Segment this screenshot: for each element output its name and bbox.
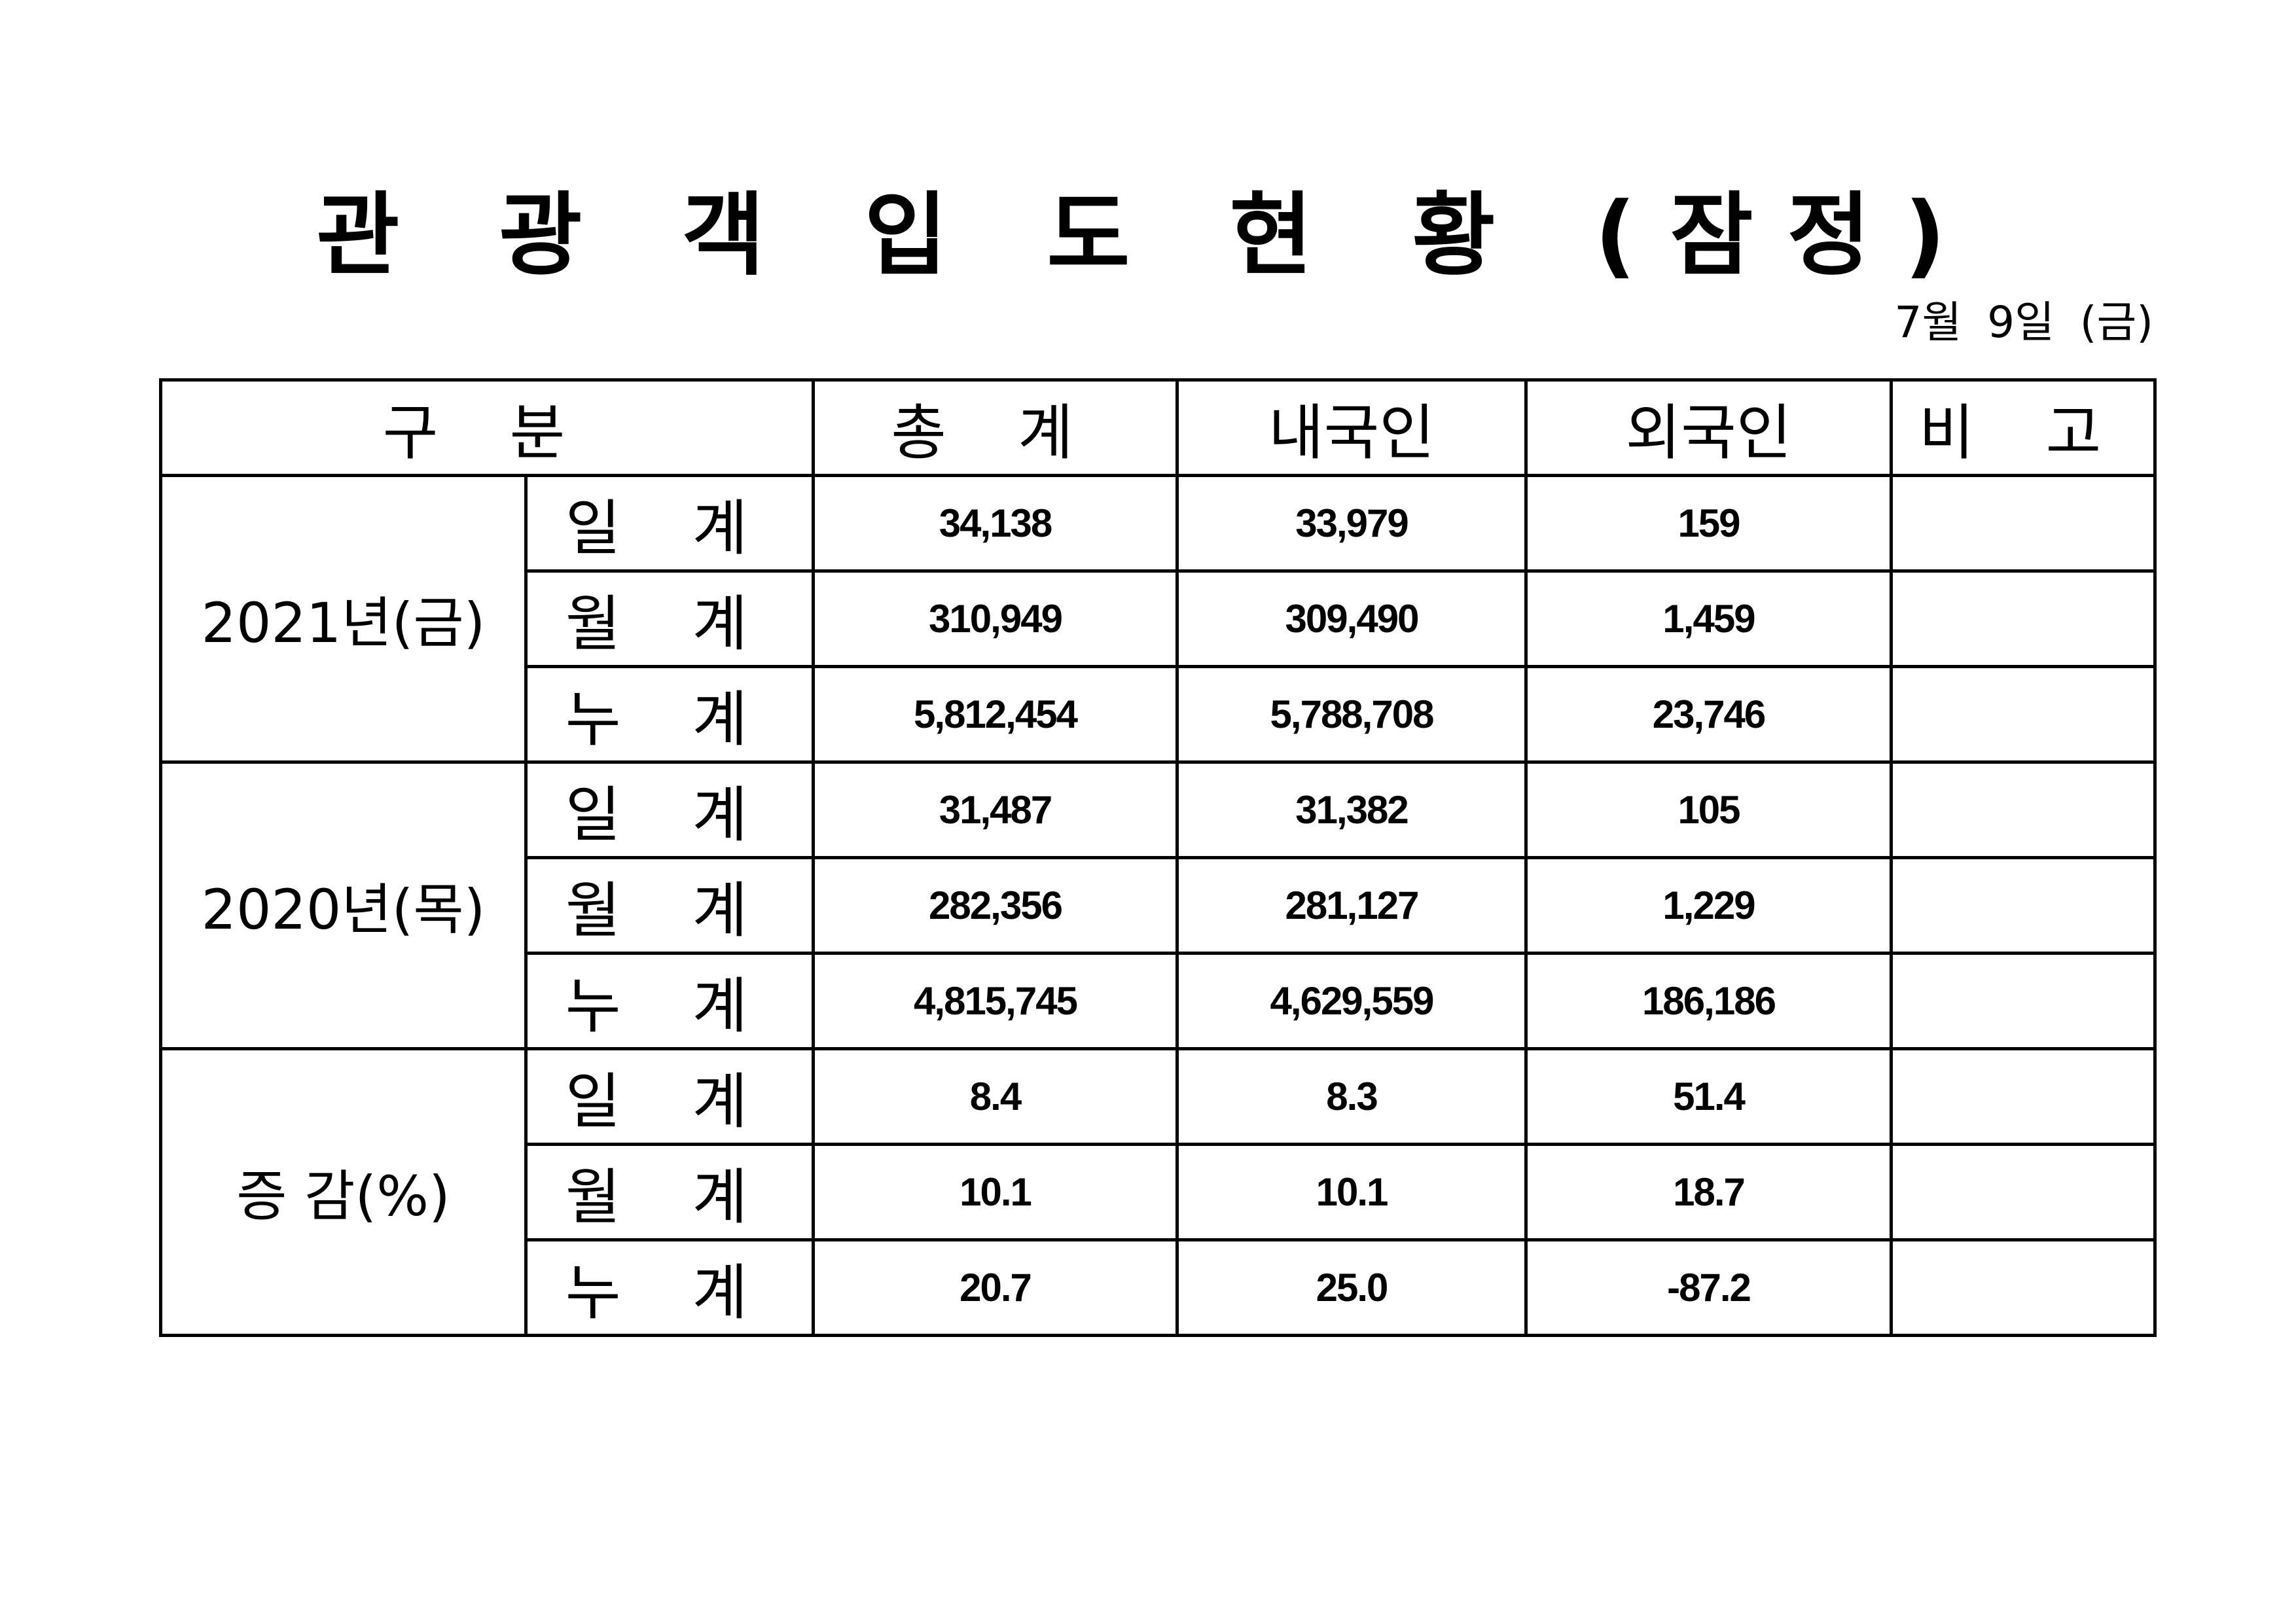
- table-row: 2020년(목) 일 계 31,487 31,382 105: [159, 760, 2157, 1050]
- header-domestic: 내국인: [1175, 378, 1528, 477]
- domestic-cell: 4,629,559: [1175, 952, 1528, 1050]
- total-cell: 310,949: [812, 569, 1179, 668]
- report-date: 7월 9일 (금): [1894, 297, 2153, 348]
- foreign-cell: 1,229: [1524, 856, 1893, 955]
- note-cell: [1890, 1047, 2157, 1146]
- foreign-cell: -87.2: [1524, 1238, 1893, 1337]
- row-type: 일 계: [524, 760, 815, 859]
- row-type: 월 계: [524, 569, 815, 668]
- table-row: 증 감(%) 일 계 8.4 8.3 51.4: [159, 1047, 2157, 1337]
- row-type: 누 계: [524, 952, 815, 1050]
- domestic-cell: 10.1: [1175, 1143, 1528, 1241]
- note-cell: [1890, 1238, 2157, 1337]
- foreign-cell: 105: [1524, 760, 1893, 859]
- foreign-cell: 159: [1524, 474, 1893, 573]
- row-type: 일 계: [524, 474, 815, 573]
- foreign-cell: 18.7: [1524, 1143, 1893, 1241]
- domestic-cell: 25.0: [1175, 1238, 1528, 1337]
- note-cell: [1890, 856, 2157, 955]
- header-total: 총 계: [812, 378, 1179, 477]
- total-cell: 31,487: [812, 760, 1179, 859]
- table-row: 누 계 4,815,745 4,629,559 186,186: [161, 952, 2157, 1050]
- group-label: 증 감(%): [159, 1047, 528, 1337]
- domestic-cell: 8.3: [1175, 1047, 1528, 1146]
- note-cell: [1890, 474, 2157, 573]
- domestic-cell: 281,127: [1175, 856, 1528, 955]
- foreign-cell: 1,459: [1524, 569, 1893, 668]
- table-row: 월 계 282,356 281,127 1,229: [161, 856, 2157, 955]
- header-foreign: 외국인: [1524, 378, 1893, 477]
- group-label: 2021년(금): [159, 474, 528, 764]
- note-cell: [1890, 665, 2157, 764]
- foreign-cell: 186,186: [1524, 952, 1893, 1050]
- total-cell: 4,815,745: [812, 952, 1179, 1050]
- total-cell: 8.4: [812, 1047, 1179, 1146]
- row-type: 월 계: [524, 1143, 815, 1241]
- domestic-cell: 309,490: [1175, 569, 1528, 668]
- foreign-cell: 51.4: [1524, 1047, 1893, 1146]
- page-title: 관 광 객 입 도 현 황 (잠정): [316, 183, 1980, 288]
- tourist-arrivals-table: 구 분 총 계 내국인 외국인 비 고 2021년(금) 일 계 34,138 33,…: [159, 378, 2157, 1337]
- header-category: 구 분: [159, 378, 815, 477]
- row-type: 누 계: [524, 665, 815, 764]
- domestic-cell: 33,979: [1175, 474, 1528, 573]
- total-cell: 282,356: [812, 856, 1179, 955]
- table-row: 누 계 5,812,454 5,788,708 23,746: [161, 665, 2157, 764]
- table-row: 월 계 10.1 10.1 18.7: [161, 1143, 2157, 1241]
- domestic-cell: 5,788,708: [1175, 665, 1528, 764]
- table-row: 월 계 310,949 309,490 1,459: [161, 569, 2157, 668]
- domestic-cell: 31,382: [1175, 760, 1528, 859]
- total-cell: 20.7: [812, 1238, 1179, 1337]
- row-type: 누 계: [524, 1238, 815, 1337]
- note-cell: [1890, 569, 2157, 668]
- total-cell: 34,138: [812, 474, 1179, 573]
- note-cell: [1890, 952, 2157, 1050]
- table-header-row: 구 분 총 계 내국인 외국인 비 고: [159, 378, 2157, 477]
- total-cell: 5,812,454: [812, 665, 1179, 764]
- note-cell: [1890, 1143, 2157, 1241]
- group-label: 2020년(목): [159, 760, 528, 1050]
- table-row: 누 계 20.7 25.0 -87.2: [161, 1238, 2157, 1337]
- note-cell: [1890, 760, 2157, 859]
- table-row: 2021년(금) 일 계 34,138 33,979 159: [159, 474, 2157, 764]
- header-note: 비 고: [1890, 378, 2157, 477]
- row-type: 일 계: [524, 1047, 815, 1146]
- foreign-cell: 23,746: [1524, 665, 1893, 764]
- total-cell: 10.1: [812, 1143, 1179, 1241]
- row-type: 월 계: [524, 856, 815, 955]
